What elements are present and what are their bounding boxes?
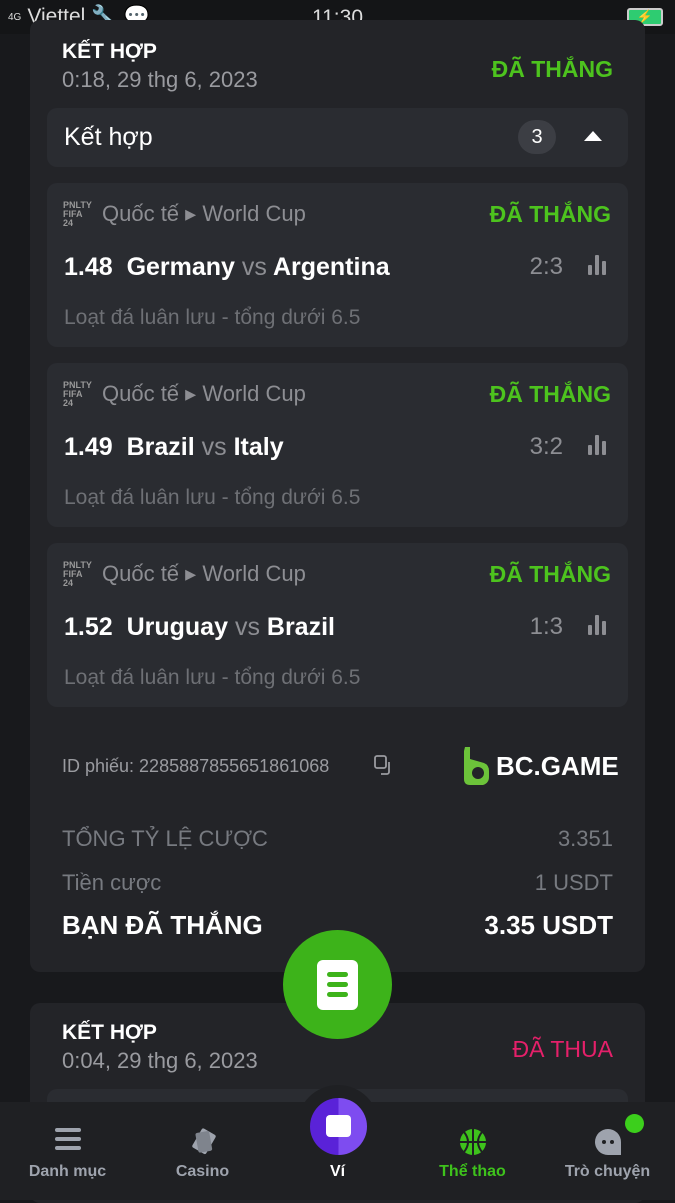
selection-score: 2:3 [529, 253, 563, 280]
bet-type: KẾT HỢP [62, 1021, 157, 1044]
combo-toggle[interactable]: Kết hợp 3 [47, 108, 628, 167]
basketball-icon [459, 1129, 486, 1155]
selection-score: 1:3 [529, 613, 563, 640]
fifa-logo-icon: PNLTY FIFA 24 [63, 200, 92, 228]
combo-label: Kết hợp [64, 123, 153, 151]
bet-date: 0:18, 29 thg 6, 2023 [62, 67, 258, 92]
selection-league: Quốc tế ▸ World Cup [102, 561, 306, 586]
nav-menu[interactable]: Danh mục [0, 1102, 135, 1200]
selection-market: Loạt đá luân lưu - tổng dưới 6.5 [64, 486, 361, 509]
wallet-icon [326, 1115, 351, 1137]
selection-card[interactable]: PNLTY FIFA 24 Quốc tế ▸ World Cup ĐÃ THẮNG… [47, 183, 628, 347]
bet-date: 0:04, 29 thg 6, 2023 [62, 1048, 258, 1073]
cards-icon [191, 1128, 216, 1155]
selection-league: Quốc tế ▸ World Cup [102, 201, 306, 226]
bc-game-logo: BC.GAME [462, 747, 619, 785]
network-indicator: 4G [8, 11, 22, 23]
selection-status: ĐÃ THẮNG [489, 381, 611, 407]
bet-slip-icon [317, 960, 358, 1010]
nav-label: Danh mục [28, 1163, 107, 1180]
bet-type: KẾT HỢP [62, 40, 157, 63]
bet-status: ĐÃ THẮNG [491, 56, 613, 82]
nav-label: Trò chuyện [564, 1163, 651, 1180]
chat-icon [594, 1129, 621, 1155]
selection-card[interactable]: PNLTY FIFA 24 Quốc tế ▸ World Cup ĐÃ THẮNG… [47, 363, 628, 527]
wallet-button[interactable] [310, 1098, 367, 1155]
selection-league: Quốc tế ▸ World Cup [102, 381, 306, 406]
selection-card[interactable]: PNLTY FIFA 24 Quốc tế ▸ World Cup ĐÃ THẮNG… [47, 543, 628, 707]
nav-wallet[interactable]: Ví [270, 1102, 405, 1200]
fifa-logo-icon: PNLTY FIFA 24 [63, 380, 92, 408]
copy-icon[interactable] [374, 755, 394, 775]
selection-match: 1.48 Germany vs Argentina [64, 253, 390, 281]
chat-notification-dot [625, 1114, 644, 1133]
winnings-row: BẠN ĐÃ THẮNG 3.35 USDT [62, 910, 613, 940]
stats-icon[interactable] [588, 255, 606, 275]
nav-label: Ví [329, 1163, 346, 1180]
bc-game-logo-icon [464, 747, 489, 785]
selection-status: ĐÃ THẮNG [489, 561, 611, 587]
selection-market: Loạt đá luân lưu - tổng dưới 6.5 [64, 306, 361, 329]
nav-casino[interactable]: Casino [135, 1102, 270, 1200]
stats-icon[interactable] [588, 615, 606, 635]
nav-sports[interactable]: Thể thao [405, 1102, 540, 1200]
caret-up-icon[interactable] [584, 131, 602, 141]
selection-status: ĐÃ THẮNG [489, 201, 611, 227]
bet-card[interactable]: KẾT HỢP 0:18, 29 thg 6, 2023 ĐÃ THẮNG Kế… [30, 20, 645, 972]
nav-label: Thể thao [439, 1163, 506, 1180]
selection-match: 1.49 Brazil vs Italy [64, 433, 284, 461]
nav-chat[interactable]: Trò chuyện [540, 1102, 675, 1200]
ticket-id: ID phiếu: 2285887855651861068 [62, 756, 330, 776]
combo-count-badge: 3 [518, 120, 556, 154]
selection-match: 1.52 Uruguay vs Brazil [64, 613, 335, 641]
menu-icon [54, 1128, 81, 1150]
bet-status: ĐÃ THUA [512, 1036, 613, 1062]
fifa-logo-icon: PNLTY FIFA 24 [63, 560, 92, 588]
selection-score: 3:2 [529, 433, 563, 460]
selection-market: Loạt đá luân lưu - tổng dưới 6.5 [64, 666, 361, 689]
nav-label: Casino [175, 1163, 230, 1180]
stake-row: Tiền cược 1 USDT [62, 870, 613, 895]
stats-icon[interactable] [588, 435, 606, 455]
total-odds-row: TỔNG TỶ LỆ CƯỢC 3.351 [62, 826, 613, 851]
bet-slip-button[interactable] [283, 930, 392, 1039]
